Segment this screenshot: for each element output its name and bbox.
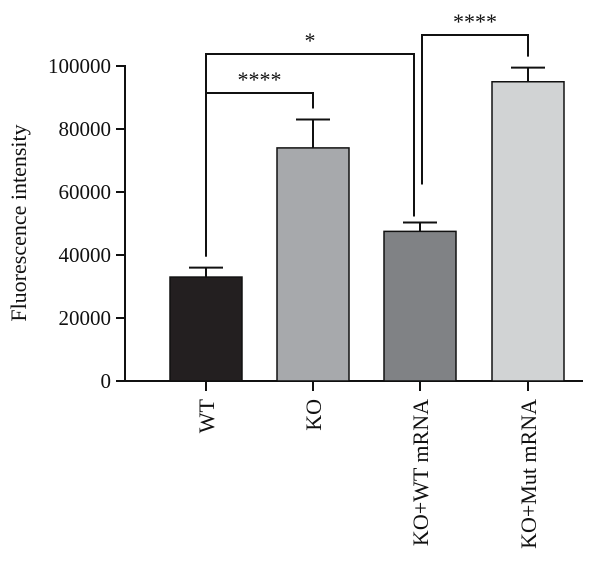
bar — [383, 230, 457, 382]
significance-label: * — [305, 28, 316, 53]
bars — [169, 81, 565, 382]
x-category-label: KO+WT mRNA — [408, 399, 433, 546]
y-axis-label: Fluorescence intensity — [6, 124, 31, 321]
x-category-label: KO — [301, 399, 326, 431]
y-axis: 0 20000 40000 60000 80000 100000 — [48, 54, 126, 393]
y-tick-label: 0 — [101, 369, 112, 393]
significance-bracket — [205, 53, 415, 257]
y-tick-label: 40000 — [59, 243, 112, 267]
significance-label: **** — [453, 9, 497, 34]
y-tick-label: 80000 — [59, 117, 112, 141]
x-category-label: WT — [194, 398, 219, 433]
significance-bracket — [421, 34, 529, 185]
x-axis: WT KO KO+WT mRNA KO+Mut mRNA — [125, 380, 583, 549]
y-tick-label: 20000 — [59, 306, 112, 330]
bar — [491, 81, 565, 382]
bar — [276, 147, 350, 382]
x-category-label: KO+Mut mRNA — [516, 399, 541, 549]
bar — [169, 276, 243, 382]
y-tick-label: 60000 — [59, 180, 112, 204]
significance-label: **** — [238, 67, 282, 92]
significance-brackets: ********* — [205, 9, 529, 257]
error-bars — [189, 66, 545, 278]
y-tick-label: 100000 — [48, 54, 111, 78]
